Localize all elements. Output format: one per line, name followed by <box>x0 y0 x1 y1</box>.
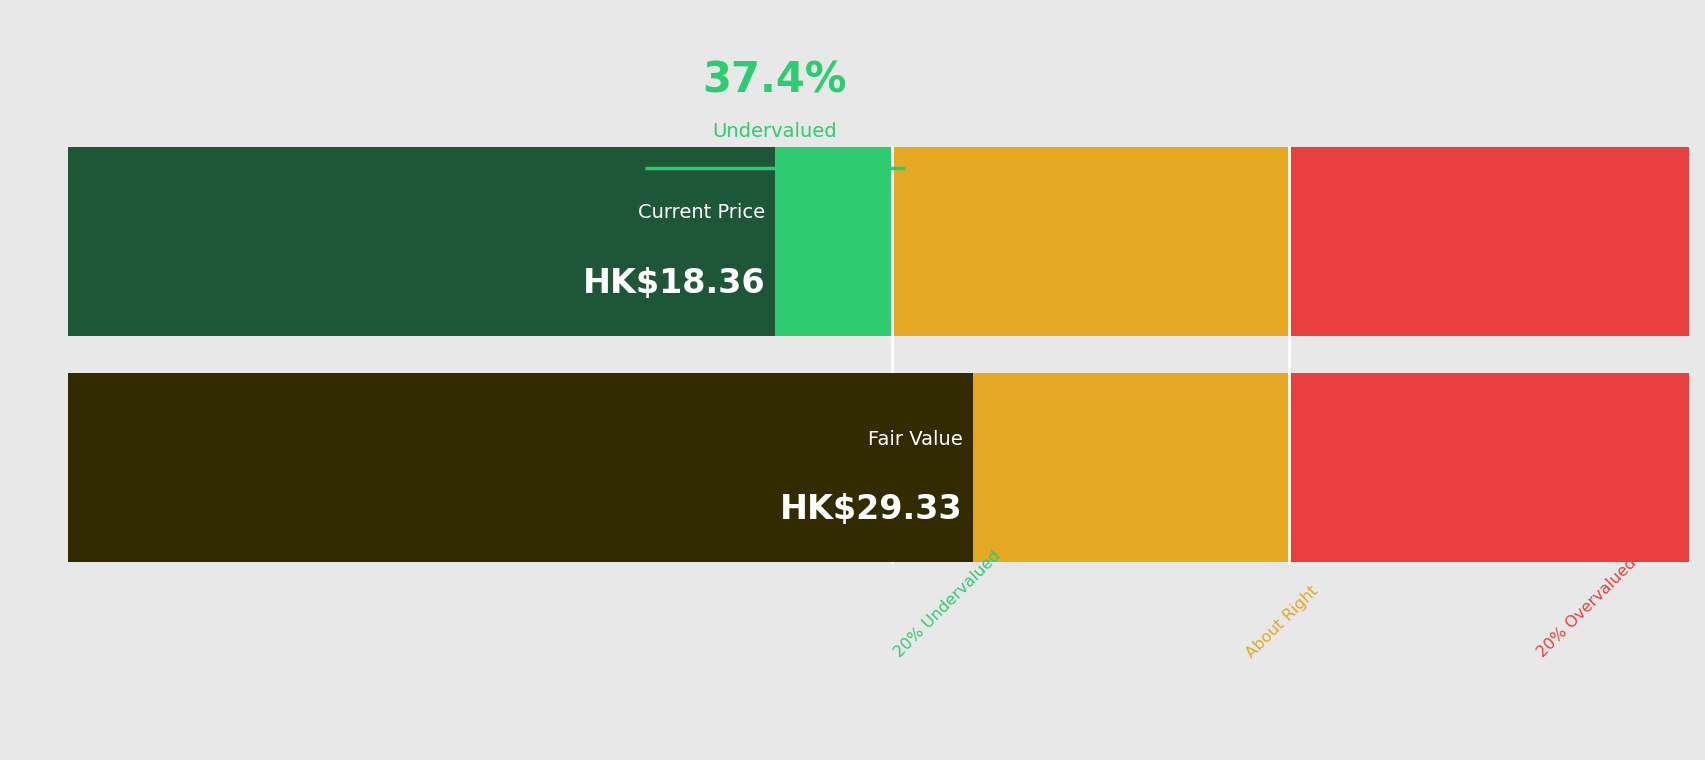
Bar <box>68 147 892 562</box>
Bar <box>68 372 972 562</box>
Bar <box>68 336 1688 372</box>
Bar <box>1287 147 1688 562</box>
Text: 37.4%: 37.4% <box>702 60 847 102</box>
Bar <box>892 147 1287 562</box>
Text: HK$29.33: HK$29.33 <box>779 492 962 526</box>
Text: 20% Undervalued: 20% Undervalued <box>892 549 1003 660</box>
Text: 20% Overvalued: 20% Overvalued <box>1534 556 1639 660</box>
Text: Undervalued: Undervalued <box>713 122 837 141</box>
Text: Current Price: Current Price <box>638 204 764 223</box>
Text: About Right: About Right <box>1243 583 1320 660</box>
Text: Fair Value: Fair Value <box>868 429 962 448</box>
Bar <box>68 147 774 336</box>
Text: HK$18.36: HK$18.36 <box>581 267 764 299</box>
